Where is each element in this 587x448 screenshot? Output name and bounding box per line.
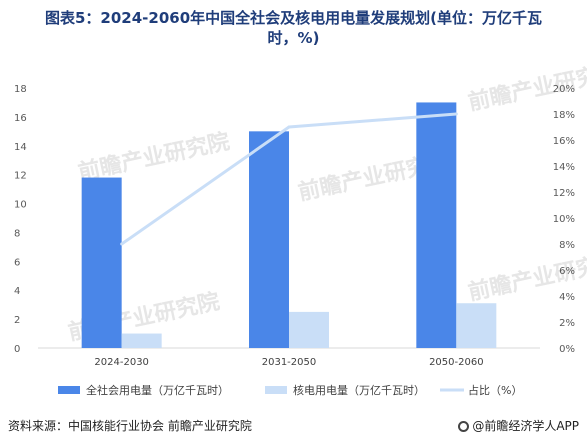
y-tick-label: 12 xyxy=(14,171,27,182)
x-tick-label: 2024-2030 xyxy=(94,357,149,368)
legend-swatch-0 xyxy=(58,386,80,394)
y-tick-label: 4 xyxy=(14,286,20,297)
chart-title: 图表5：2024-2060年中国全社会及核电用电量发展规划(单位：万亿千瓦 时，… xyxy=(0,8,587,48)
y2-tick-label: 20% xyxy=(553,84,575,95)
chart-title-line-1: 图表5：2024-2060年中国全社会及核电用电量发展规划(单位：万亿千瓦 xyxy=(44,9,543,27)
y-tick-label: 0 xyxy=(14,344,20,355)
line-point-2 xyxy=(454,112,458,116)
chart-title-line-2: 时，%) xyxy=(267,29,320,47)
y2-tick-label: 12% xyxy=(553,188,575,199)
bar-total-1 xyxy=(249,131,289,348)
bar-nuclear-2 xyxy=(456,303,497,348)
legend-label-1: 核电用电量（万亿千瓦时） xyxy=(293,383,425,397)
y2-tick-label: 4% xyxy=(559,292,575,303)
y-tick-label: 10 xyxy=(14,200,27,211)
watermark-4: 前瞻产业研究院 xyxy=(76,128,232,185)
bar-nuclear-1 xyxy=(289,311,329,348)
y-tick-label: 16 xyxy=(14,113,27,124)
x-tick-label: 2050-2060 xyxy=(429,357,484,368)
legend-swatch-1 xyxy=(265,386,287,394)
bar-nuclear-0 xyxy=(121,333,162,348)
legend-label-0: 全社会用电量（万亿千瓦时） xyxy=(86,383,229,397)
line-point-1 xyxy=(287,125,291,129)
y2-tick-label: 6% xyxy=(559,266,575,277)
bar-total-0 xyxy=(81,177,122,348)
y2-tick-label: 10% xyxy=(553,214,575,225)
brand-logo-icon xyxy=(458,421,470,432)
y-tick-label: 8 xyxy=(14,228,20,239)
brand-text: @前瞻经济学人APP xyxy=(472,419,579,433)
y2-tick-label: 14% xyxy=(553,162,575,173)
y2-tick-label: 18% xyxy=(553,110,575,121)
bar-total-2 xyxy=(416,102,457,348)
y2-tick-label: 2% xyxy=(559,318,575,329)
line-point-0 xyxy=(120,242,124,246)
source-note: 资料来源：中国核能行业协会 前瞻产业研究院 xyxy=(8,419,252,433)
y-tick-label: 6 xyxy=(14,257,20,268)
y-tick-label: 18 xyxy=(14,84,27,95)
y2-tick-label: 0% xyxy=(559,344,575,355)
x-tick-label: 2031-2050 xyxy=(262,357,317,368)
brand-label: @前瞻经济学人APP xyxy=(458,417,579,434)
y-tick-label: 2 xyxy=(14,315,20,326)
legend-label-2: 占比（%） xyxy=(468,383,522,397)
y-tick-label: 14 xyxy=(14,142,27,153)
y2-tick-label: 16% xyxy=(553,136,575,147)
y2-tick-label: 8% xyxy=(559,240,575,251)
